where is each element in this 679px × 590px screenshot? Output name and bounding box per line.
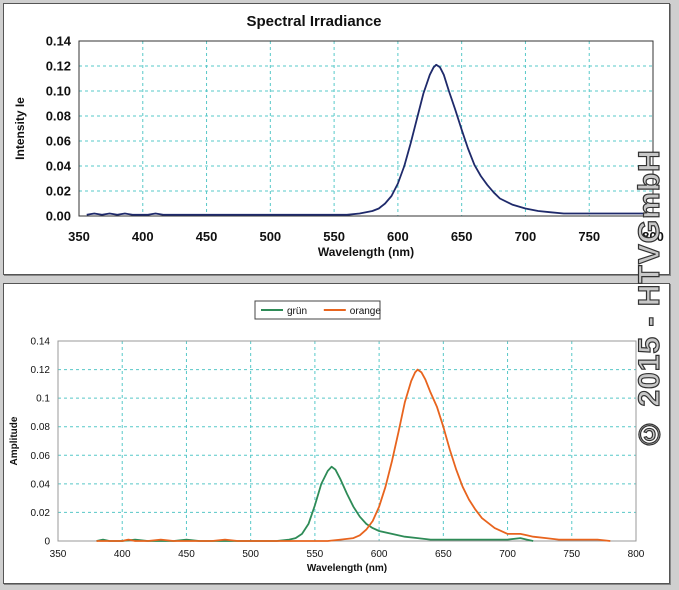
y-tick-label: 0.12 <box>31 365 51 376</box>
y-axis-label: Intensity Ie <box>13 97 27 160</box>
y-tick-label: 0.10 <box>46 84 71 99</box>
chart-title: Spectral Irradiance <box>246 13 381 30</box>
y-tick-label: 0.08 <box>46 109 71 124</box>
y-tick-label: 0 <box>44 537 50 548</box>
y-tick-label: 0.02 <box>31 508 51 519</box>
y-tick-label: 0.08 <box>31 422 51 433</box>
x-tick-label: 600 <box>387 229 409 244</box>
x-tick-label: 800 <box>628 549 645 560</box>
legend-box <box>254 300 381 320</box>
y-tick-label: 0.14 <box>46 34 72 49</box>
x-tick-label: 650 <box>435 549 452 560</box>
y-tick-label: 0.1 <box>36 394 50 405</box>
x-axis-label: Wavelength (nm) <box>307 563 387 574</box>
y-tick-label: 0.04 <box>31 479 51 490</box>
x-tick-label: 700 <box>515 229 537 244</box>
legend-label: grün <box>287 306 307 317</box>
x-tick-label: 400 <box>132 229 154 244</box>
x-tick-label: 400 <box>114 549 131 560</box>
copyright-watermark: © 2015 - HTVGmbH <box>632 149 666 451</box>
x-tick-label: 700 <box>499 549 516 560</box>
x-tick-label: 800 <box>642 229 664 244</box>
y-axis-label: Amplitude <box>9 416 20 465</box>
x-tick-label: 600 <box>371 549 388 560</box>
y-tick-label: 0.06 <box>31 451 51 462</box>
plot-area <box>79 41 653 216</box>
y-tick-label: 0.06 <box>46 134 71 149</box>
x-axis-label: Wavelength (nm) <box>318 245 414 259</box>
x-tick-label: 750 <box>563 549 580 560</box>
x-tick-label: 550 <box>323 229 345 244</box>
top-chart-panel: 350 400 450 500 550 600 650 700 750 800 0.00 0.02 0.… <box>3 3 670 275</box>
series-line-irradiance <box>86 63 653 216</box>
series-line-orange <box>96 368 611 542</box>
x-tick-label: 650 <box>451 229 473 244</box>
plot-frame <box>78 40 654 217</box>
y-tick-label: 0.02 <box>46 184 71 199</box>
y-tick-label: 0.04 <box>46 159 72 174</box>
x-tick-label: 500 <box>242 549 259 560</box>
x-tick-label: 450 <box>178 549 195 560</box>
y-tick-label: 0.00 <box>46 209 71 224</box>
bottom-chart-panel: 350 400 450 500 550 600 650 700 750 800 0 0.02 0.04 0… <box>3 283 670 584</box>
x-tick-label: 750 <box>578 229 600 244</box>
x-tick-label: 350 <box>68 229 90 244</box>
y-tick-label: 0.14 <box>31 337 51 348</box>
x-tick-label: 550 <box>307 549 324 560</box>
plot-area <box>58 341 636 541</box>
y-tick-label: 0.12 <box>46 59 71 74</box>
legend-label: orange <box>350 306 382 317</box>
spectral-irradiance-chart: 350 400 450 500 550 600 650 700 750 800 0.00 0.02 0.… <box>13 13 664 259</box>
amplitude-chart: 350 400 450 500 550 600 650 700 750 800 0 0.02 0.04 0… <box>9 300 645 574</box>
x-tick-label: 450 <box>196 229 218 244</box>
x-tick-label: 500 <box>259 229 281 244</box>
plot-frame <box>57 340 637 542</box>
x-tick-label: 350 <box>50 549 67 560</box>
